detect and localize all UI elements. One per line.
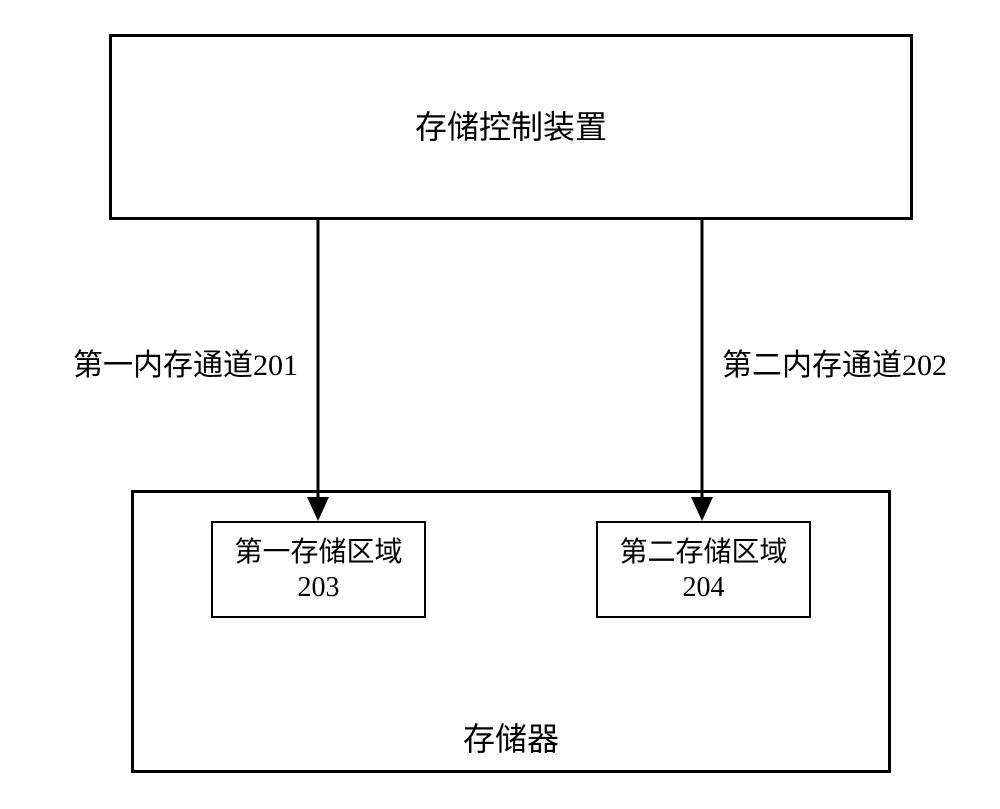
storage-region-2-label-text: 第二存储区域 — [619, 537, 787, 568]
storage-region-1-label-num: 203 — [297, 572, 339, 603]
storage-region-2-box: 第二存储区域 204 — [596, 521, 811, 618]
memory-channel-2-label: 第二内存通道202 — [722, 340, 947, 384]
storage-region-1-label-text: 第一存储区域 — [234, 537, 402, 568]
controller-label: 存储控制装置 — [415, 108, 607, 146]
memory-label: 存储器 — [463, 720, 559, 758]
memory-channel-1-arrow — [296, 220, 340, 521]
arrow-head-icon — [307, 497, 329, 521]
storage-region-1-label: 第一存储区域 203 — [234, 535, 402, 605]
storage-region-1-box: 第一存储区域 203 — [211, 521, 426, 618]
storage-region-2-label: 第二存储区域 204 — [619, 535, 787, 605]
storage-region-2-label-num: 204 — [682, 572, 724, 603]
arrow-head-icon — [691, 497, 713, 521]
controller-box: 存储控制装置 — [109, 34, 913, 220]
memory-channel-1-label: 第一内存通道201 — [73, 340, 298, 384]
diagram-canvas: 存储控制装置 存储器 第一存储区域 203 第二存储区域 204 第一内存通道2… — [0, 0, 1000, 809]
memory-channel-2-arrow — [680, 220, 724, 521]
